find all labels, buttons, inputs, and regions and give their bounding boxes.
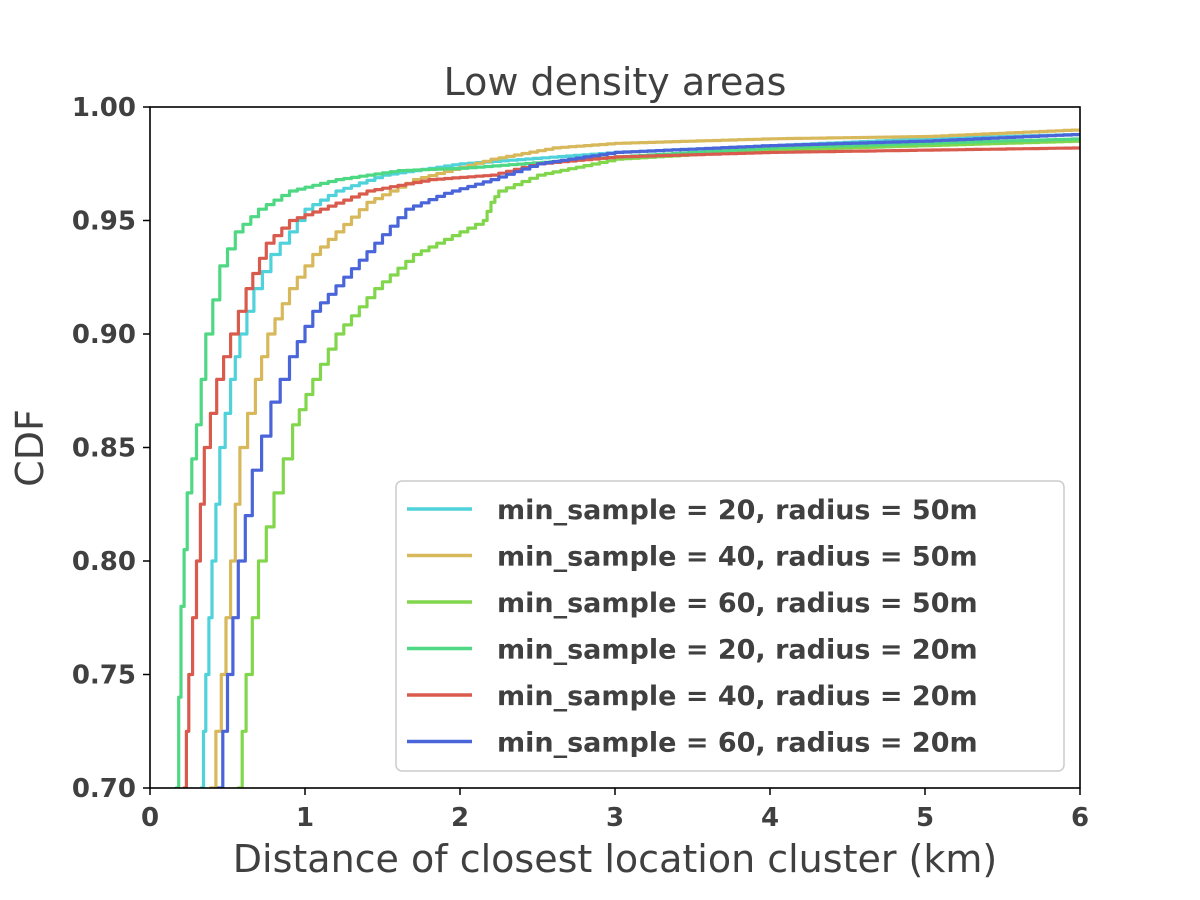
legend-item: min_sample = 40, radius = 50m	[407, 542, 978, 573]
legend-label: min_sample = 40, radius = 20m	[497, 681, 978, 712]
legend-item: min_sample = 40, radius = 20m	[407, 681, 978, 712]
legend-label: min_sample = 20, radius = 50m	[497, 495, 978, 526]
y-axis: 0.70 0.75 0.80 0.85 0.90 0.95 1.00	[72, 93, 150, 804]
legend-item: min_sample = 20, radius = 50m	[407, 495, 978, 526]
y-axis-label: CDF	[8, 409, 52, 487]
x-tick-label: 5	[916, 803, 934, 833]
series-line-2	[208, 128, 1080, 788]
y-tick-label: 1.00	[72, 93, 136, 123]
y-tick-label: 0.75	[72, 661, 136, 691]
y-tick-label: 0.90	[72, 320, 136, 350]
x-tick-label: 6	[1071, 803, 1089, 833]
legend: min_sample = 20, radius = 50m min_sample …	[395, 480, 1065, 772]
x-tick-label: 4	[761, 803, 779, 833]
x-tick-label: 0	[141, 803, 159, 833]
x-tick-label: 2	[451, 803, 469, 833]
legend-label: min_sample = 60, radius = 50m	[497, 588, 978, 619]
y-tick-label: 0.70	[72, 774, 136, 804]
legend-label: min_sample = 60, radius = 20m	[497, 728, 978, 759]
y-tick-label: 0.95	[72, 207, 136, 237]
legend-box	[395, 480, 1065, 772]
x-axis-label: Distance of closest location cluster (km…	[233, 837, 997, 881]
legend-item: min_sample = 60, radius = 20m	[407, 728, 978, 759]
series-line-6	[216, 133, 1080, 788]
series-line-3	[236, 139, 1080, 788]
series-layer	[174, 128, 1080, 788]
y-tick-label: 0.85	[72, 434, 136, 464]
y-tick-label: 0.80	[72, 547, 136, 577]
legend-item: min_sample = 60, radius = 50m	[407, 588, 978, 619]
series-line-5	[182, 146, 1080, 788]
x-axis: 0 1 2 3 4 5 6	[141, 788, 1089, 833]
legend-item: min_sample = 20, radius = 20m	[407, 635, 978, 666]
legend-label: min_sample = 20, radius = 20m	[497, 635, 978, 666]
legend-label: min_sample = 40, radius = 50m	[497, 542, 978, 573]
legend-items: min_sample = 20, radius = 50m min_sample …	[407, 495, 978, 759]
x-tick-label: 1	[296, 803, 314, 833]
x-tick-label: 3	[606, 803, 624, 833]
chart-title: Low density areas	[444, 60, 787, 104]
